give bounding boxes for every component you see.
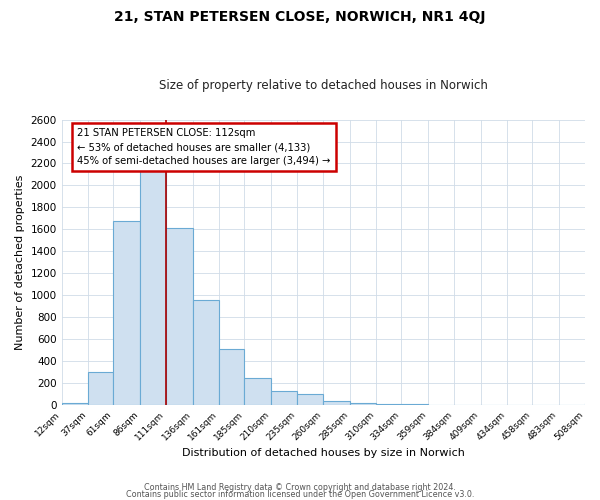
Text: 21 STAN PETERSEN CLOSE: 112sqm
← 53% of detached houses are smaller (4,133)
45% : 21 STAN PETERSEN CLOSE: 112sqm ← 53% of … <box>77 128 331 166</box>
Bar <box>88 372 113 405</box>
Bar <box>350 402 376 405</box>
Bar <box>219 349 244 405</box>
Y-axis label: Number of detached properties: Number of detached properties <box>15 174 25 350</box>
Bar <box>323 401 350 405</box>
Bar <box>166 228 193 405</box>
X-axis label: Distribution of detached houses by size in Norwich: Distribution of detached houses by size … <box>182 448 465 458</box>
Bar <box>113 220 140 405</box>
Text: Contains HM Land Registry data © Crown copyright and database right 2024.: Contains HM Land Registry data © Crown c… <box>144 484 456 492</box>
Bar <box>244 378 271 405</box>
Text: Contains public sector information licensed under the Open Government Licence v3: Contains public sector information licen… <box>126 490 474 499</box>
Bar <box>297 394 323 405</box>
Title: Size of property relative to detached houses in Norwich: Size of property relative to detached ho… <box>159 79 488 92</box>
Bar <box>401 404 428 405</box>
Bar <box>585 404 600 405</box>
Bar <box>271 390 297 405</box>
Bar <box>376 404 401 405</box>
Bar <box>140 169 166 405</box>
Text: 21, STAN PETERSEN CLOSE, NORWICH, NR1 4QJ: 21, STAN PETERSEN CLOSE, NORWICH, NR1 4Q… <box>114 10 486 24</box>
Bar <box>62 402 88 405</box>
Bar <box>193 300 219 405</box>
